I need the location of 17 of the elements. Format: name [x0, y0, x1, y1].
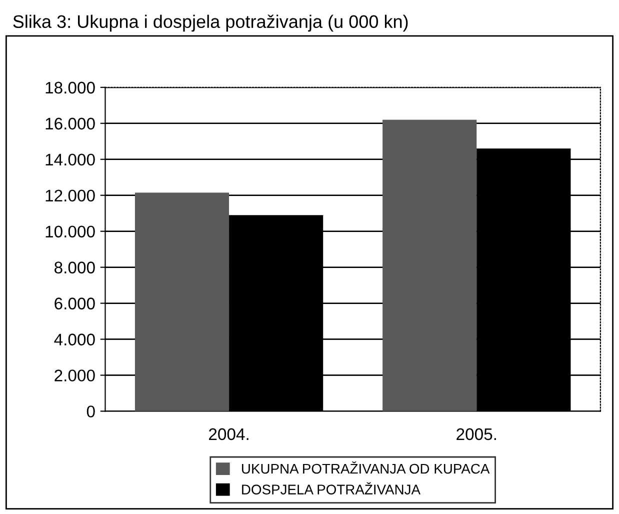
y-tick-label: 18.000 [46, 82, 95, 94]
x-tick-label: 2004. [209, 428, 248, 440]
y-tick-label: 0 [86, 406, 95, 418]
chart-title: Slika 3: Ukupna i dospjela potraživanja (u 000 kn) [13, 14, 408, 32]
y-tick-label: 2.000 [54, 370, 95, 382]
y-tick-label: 4.000 [54, 334, 95, 346]
bar [382, 120, 477, 412]
legend-label: DOSPJELA POTRAŽIVANJA [242, 482, 420, 494]
y-tick-label: 10.000 [46, 226, 95, 238]
y-tick-label: 6.000 [54, 298, 95, 310]
y-tick-label: 14.000 [46, 154, 95, 166]
y-tick-label: 8.000 [54, 262, 95, 274]
bar [134, 192, 230, 412]
y-tick-label: 16.000 [46, 118, 95, 130]
x-tick-label: 2005. [456, 428, 496, 440]
legend-label: UKUPNA POTRAŽIVANJA OD KUPACA [242, 461, 490, 474]
y-tick-label: 12.000 [46, 190, 95, 202]
